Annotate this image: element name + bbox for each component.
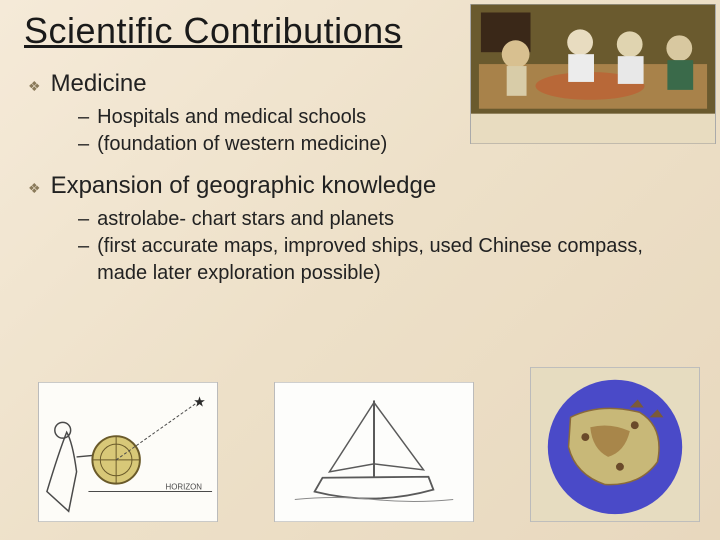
svg-text:HORIZON: HORIZON xyxy=(166,483,203,492)
svg-text:★: ★ xyxy=(193,394,205,410)
world-map-image xyxy=(530,367,700,522)
dash-bullet-icon: – xyxy=(78,233,89,287)
bottom-image-row: ★ HORIZON xyxy=(38,367,700,522)
dash-bullet-icon: – xyxy=(78,131,89,158)
diamond-bullet-icon: ❖ xyxy=(28,180,41,197)
list-item: – (first accurate maps, improved ships, … xyxy=(78,233,696,287)
list-item: – astrolabe- chart stars and planets xyxy=(78,206,696,233)
section-head: ❖ Expansion of geographic knowledge xyxy=(24,172,696,200)
dash-bullet-icon: – xyxy=(78,104,89,131)
section-label: Medicine xyxy=(51,70,147,98)
list-item-text: (first accurate maps, improved ships, us… xyxy=(97,233,696,287)
astrolabe-image: ★ HORIZON xyxy=(38,382,218,522)
ship-image xyxy=(274,382,474,522)
medical-scene-image xyxy=(470,4,716,144)
dash-bullet-icon: – xyxy=(78,206,89,233)
sub-list: – astrolabe- chart stars and planets – (… xyxy=(78,206,696,287)
section-label: Expansion of geographic knowledge xyxy=(51,172,437,200)
slide: Scientific Contributions ❖ Medicine – xyxy=(0,0,720,540)
list-item-text: astrolabe- chart stars and planets xyxy=(97,206,696,233)
section-geography: ❖ Expansion of geographic knowledge – as… xyxy=(24,172,696,287)
diamond-bullet-icon: ❖ xyxy=(28,78,41,95)
